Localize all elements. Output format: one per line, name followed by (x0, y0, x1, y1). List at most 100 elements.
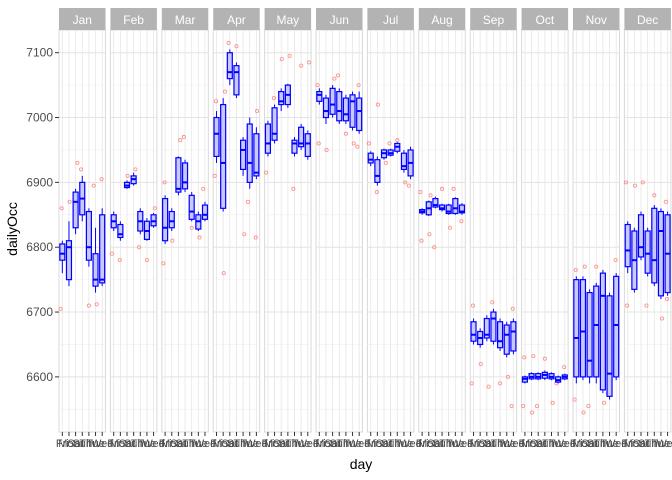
data-point (623, 180, 628, 185)
x-tick-label: Sun (638, 438, 658, 450)
data-point (287, 53, 292, 58)
x-tick-label: Wed (194, 438, 216, 450)
x-tick-label: Sun (175, 438, 195, 450)
data-point (406, 183, 411, 188)
box-fri (110, 211, 117, 231)
box-iqr (316, 90, 323, 102)
x-tick-label: Thu (542, 438, 561, 450)
box-tue (657, 208, 665, 300)
data-point (522, 355, 527, 360)
data-point (79, 167, 84, 172)
x-tick-label: Sat (324, 438, 341, 450)
box-iqr (322, 97, 330, 119)
facet-strip-label: Jul (383, 13, 398, 27)
x-tick-label: Wed (451, 438, 473, 450)
box-iqr (168, 210, 175, 229)
box-iqr (220, 103, 227, 209)
facet-strip-label: Mar (175, 13, 196, 27)
data-point (469, 381, 474, 386)
box-fri (624, 221, 631, 274)
facet-strip-label: Dec (637, 13, 658, 27)
box-sat (123, 180, 131, 189)
box-mon (168, 208, 175, 231)
data-point (245, 199, 250, 204)
data-point (428, 193, 433, 198)
x-tick-label: Sat (67, 438, 84, 450)
facet-strip (316, 8, 363, 30)
x-tick-label: Tue (138, 438, 157, 450)
x-tick-label: Sat (222, 438, 239, 450)
data-point (366, 141, 371, 146)
x-tick-label: Mon (469, 438, 490, 450)
data-point (375, 102, 381, 107)
facet-strip (110, 8, 157, 30)
data-point (478, 361, 483, 366)
x-tick-label: Sat (376, 438, 393, 450)
data-point (625, 303, 630, 308)
data-point (660, 316, 665, 321)
box-iqr (624, 223, 631, 268)
box-iqr (452, 197, 459, 215)
data-point (324, 147, 329, 153)
x-tick-label: Tue (446, 438, 465, 450)
box-fri (162, 195, 169, 244)
x-tick-label: Tue (240, 438, 259, 450)
data-point (383, 160, 388, 165)
y-tick-label: 6700 (26, 305, 53, 319)
box-sun (541, 370, 548, 381)
data-point (137, 245, 142, 250)
box-tue (246, 117, 253, 189)
box-thu (85, 208, 92, 267)
x-tick-label: Wed (297, 438, 319, 450)
box-sat (226, 49, 233, 86)
data-point (542, 356, 547, 361)
box-sat (380, 148, 388, 160)
box-tue (400, 149, 408, 173)
box-sun (233, 62, 240, 99)
box-fri (59, 240, 66, 274)
box-thu (651, 205, 658, 287)
box-mon (631, 227, 638, 293)
x-tick-label: Tue (600, 438, 619, 450)
box-sun (336, 88, 343, 125)
box-sat (432, 196, 439, 209)
box-thu (599, 269, 606, 394)
data-point (91, 183, 96, 188)
x-tick-label: Mon (264, 438, 285, 450)
box-iqr (246, 123, 253, 183)
data-point (67, 199, 72, 204)
data-point (291, 186, 296, 191)
data-point (181, 134, 186, 140)
box-iqr (226, 52, 233, 80)
box-fri (316, 88, 323, 105)
box-iqr (657, 210, 665, 297)
y-axis-title: dailyOcc (4, 202, 20, 256)
x-tick-label: Wed (245, 438, 267, 450)
data-point (99, 177, 104, 182)
box-thu (240, 136, 247, 176)
x-axis-title: day (350, 456, 373, 472)
box-wed (458, 203, 466, 215)
data-point (395, 138, 400, 143)
box-iqr (291, 139, 298, 154)
x-tick-label: Sun (381, 438, 401, 450)
data-point (144, 258, 149, 263)
facet-strip (418, 8, 466, 30)
box-mon (374, 156, 381, 186)
data-point (109, 251, 114, 256)
facet-strip-label: Sep (483, 13, 505, 27)
data-point (509, 404, 514, 409)
data-point (470, 303, 475, 308)
data-point (562, 365, 567, 370)
x-tick-label: Fri (519, 438, 532, 450)
facet-strip-label: May (277, 13, 300, 27)
x-tick-label: Fri (210, 438, 223, 450)
